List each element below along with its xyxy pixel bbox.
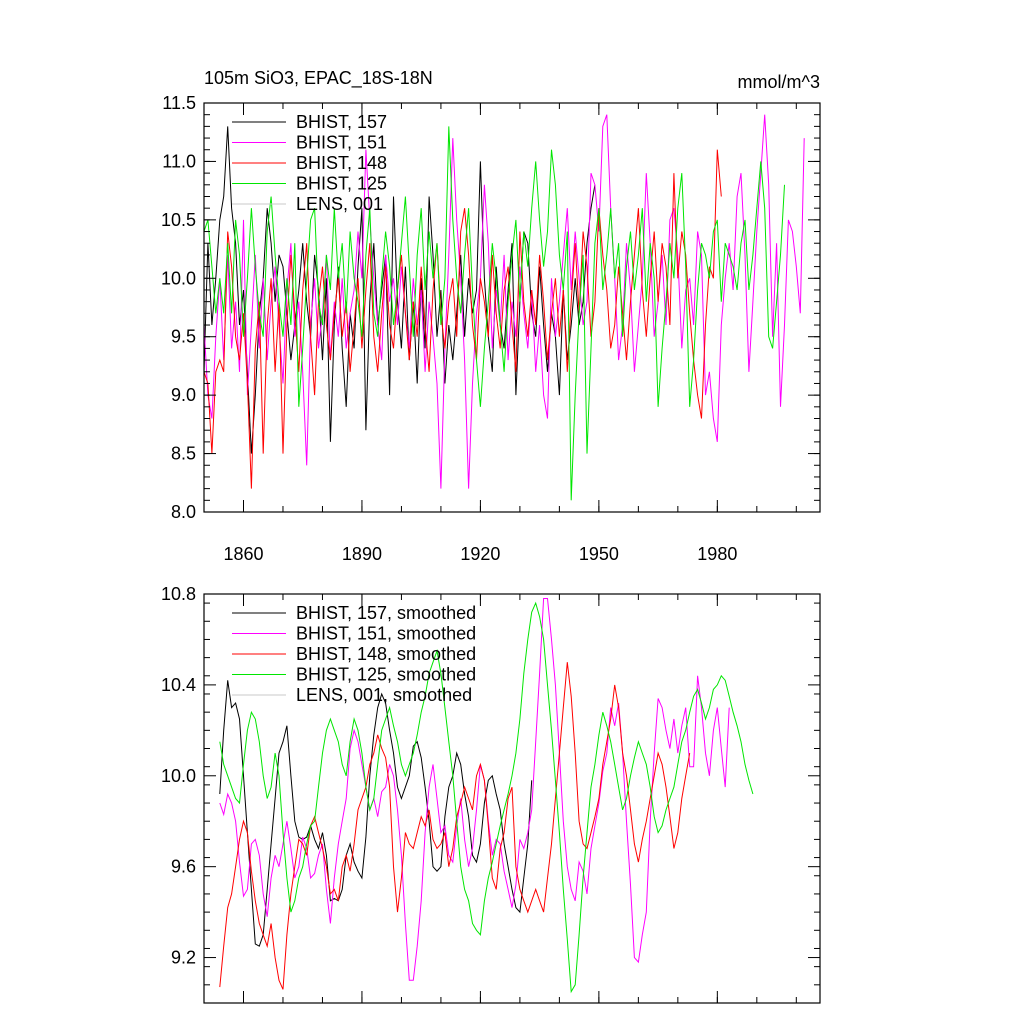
bottom-legend-label-3: BHIST, 125, smoothed — [296, 665, 476, 685]
top-y-tick-label: 8.0 — [171, 502, 196, 522]
top-x-tick-label: 1920 — [460, 544, 500, 564]
top-y-tick-label: 9.5 — [171, 327, 196, 347]
bottom-plot-frame — [203, 593, 821, 1004]
top-legend-label-3: BHIST, 125 — [296, 174, 387, 194]
bottom-legend-label-2: BHIST, 148, smoothed — [296, 644, 476, 664]
top-y-tick-label: 9.0 — [171, 385, 196, 405]
bottom-y-tick-label: 9.2 — [171, 948, 196, 968]
top-series-line-3 — [204, 126, 785, 501]
top-legend-label-2: BHIST, 148 — [296, 153, 387, 173]
bottom-legend-label-0: BHIST, 157, smoothed — [296, 603, 476, 623]
top-axes: 8.0 8.5 9.0 9.5 10.0 10.5 11.0 11.5 1860 1890 1920… — [161, 93, 821, 564]
bottom-axes: 9.2 9.6 10.0 10.4 10.8 — [161, 584, 821, 1004]
bottom-legend-label-1: BHIST, 151, smoothed — [296, 624, 476, 644]
top-y-tick-label: 10.0 — [161, 268, 196, 288]
top-x-tick-label: 1980 — [697, 544, 737, 564]
top-x-tick-label: 1860 — [223, 544, 263, 564]
top-series-group — [204, 114, 805, 501]
bottom-series-line-2 — [219, 662, 691, 990]
bottom-panel: 9.29.610.010.410.8 BHIST, 157, smoothedB… — [161, 584, 821, 1004]
top-y-tick-label: 11.5 — [162, 93, 196, 113]
bottom-series-line-1 — [219, 598, 730, 981]
bottom-series-line-3 — [219, 601, 754, 994]
top-x-tick-label: 1950 — [579, 544, 619, 564]
top-x-tick-label: 1890 — [342, 544, 382, 564]
top-legend-label-0: BHIST, 157 — [296, 112, 387, 132]
top-y-tick-label: 11.0 — [162, 151, 196, 171]
bottom-y-tick-label: 10.0 — [161, 766, 196, 786]
top-series-line-0 — [204, 126, 596, 454]
top-y-tick-label: 8.5 — [171, 444, 196, 464]
bottom-y-tick-label: 9.6 — [171, 857, 196, 877]
top-plot-frame — [203, 102, 821, 513]
bottom-y-tick-label: 10.4 — [161, 675, 196, 695]
top-panel: 105m SiO3, EPAC_18S-18N mmol/m^3 8.0 8.5 9… — [161, 68, 821, 564]
top-legend-label-4: LENS, 001 — [296, 194, 383, 214]
top-panel-title: 105m SiO3, EPAC_18S-18N — [204, 68, 433, 89]
top-y-tick-label: 10.5 — [161, 210, 196, 230]
top-series-line-2 — [204, 149, 722, 489]
bottom-legend-label-4: LENS, 001, smoothed — [296, 685, 472, 705]
top-legend-label-1: BHIST, 151 — [296, 133, 387, 153]
bottom-y-tick-label: 10.8 — [161, 584, 196, 604]
bottom-series-group — [219, 598, 754, 994]
top-panel-units: mmol/m^3 — [738, 72, 820, 92]
bottom-series-line-0 — [219, 680, 533, 947]
